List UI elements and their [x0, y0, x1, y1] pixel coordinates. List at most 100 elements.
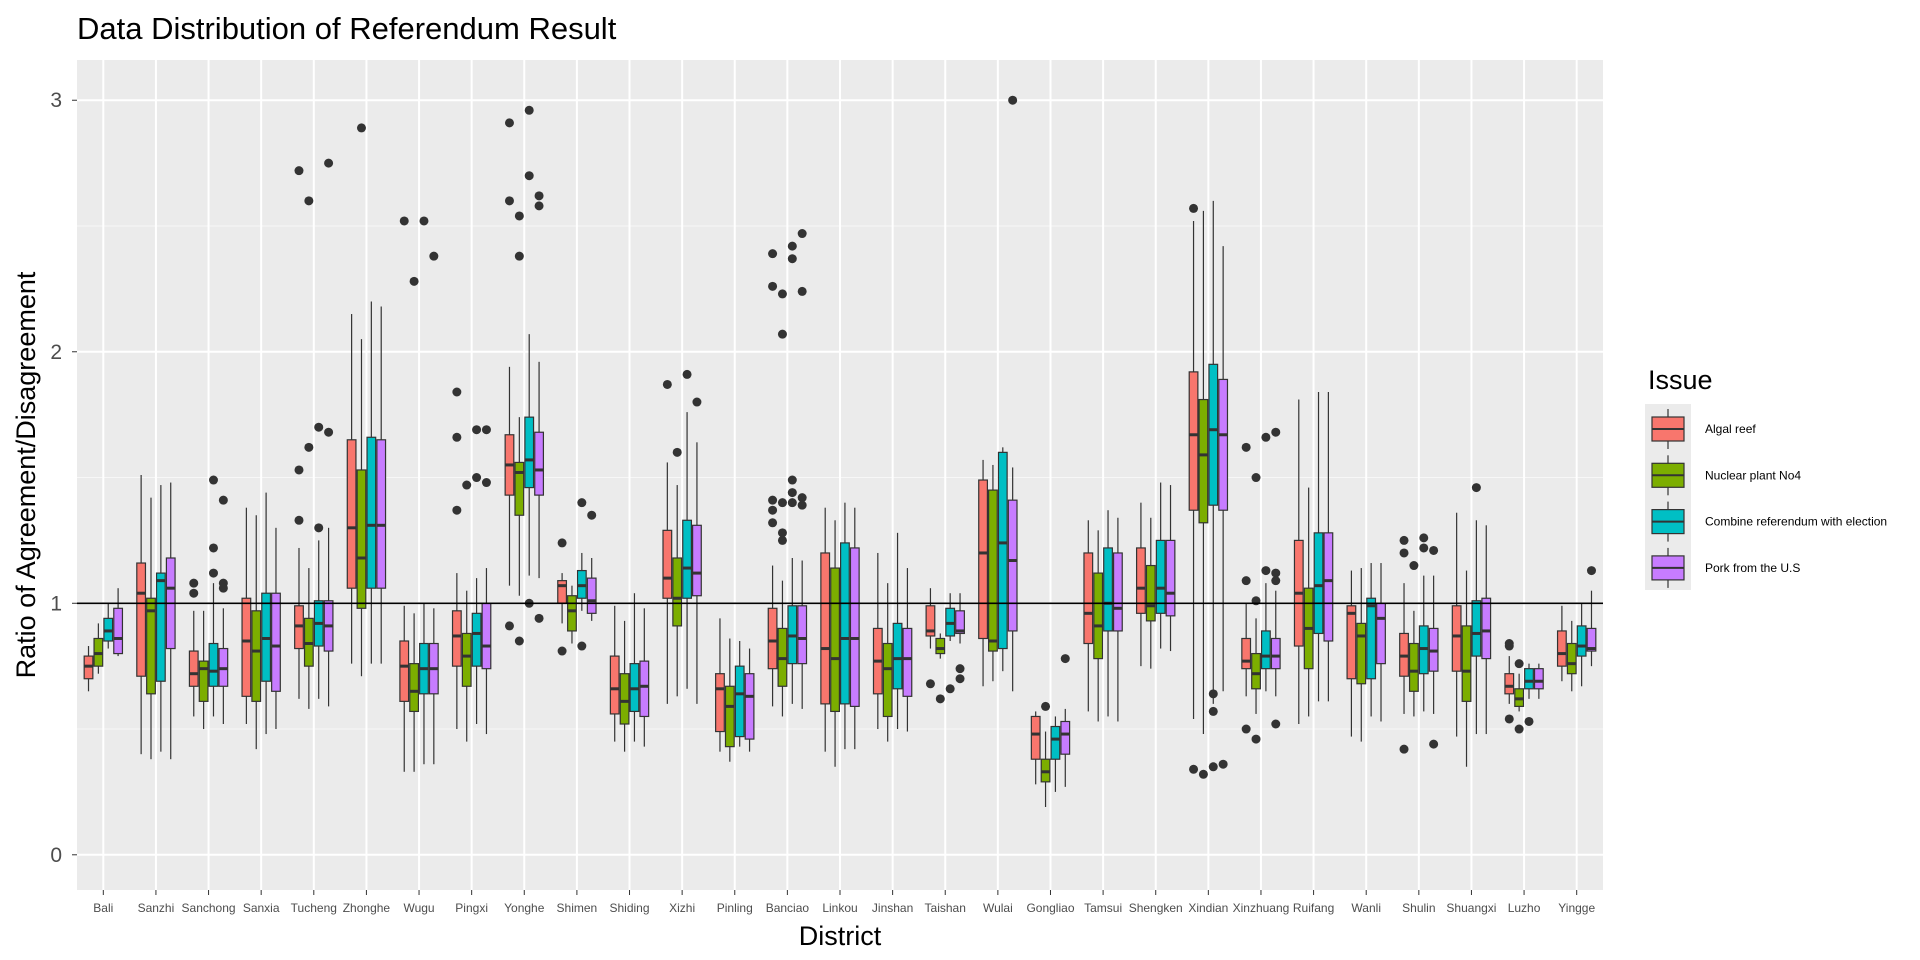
box-iqr — [461, 632, 472, 687]
box-iqr — [376, 439, 387, 589]
outlier-point — [682, 369, 692, 379]
box-iqr — [1050, 725, 1061, 760]
y-axis-title: Ratio of Agreement/Disagreement — [11, 271, 41, 678]
outlier-point — [1419, 543, 1429, 553]
outlier-point — [1198, 769, 1208, 779]
x-tick-label: Yonghe — [504, 901, 545, 915]
outlier-point — [945, 684, 955, 694]
box-iqr — [820, 552, 831, 705]
x-tick-label: Shiding — [610, 901, 650, 915]
outlier-point — [481, 425, 491, 435]
outlier-point — [1429, 739, 1439, 749]
box-iqr — [136, 562, 147, 677]
outlier-point — [1271, 576, 1281, 586]
box-iqr — [1524, 668, 1534, 690]
outlier-point — [208, 543, 218, 553]
outlier-point — [777, 289, 787, 299]
box-iqr — [672, 557, 683, 627]
outlier-point — [1586, 566, 1596, 576]
box-iqr — [1083, 552, 1094, 645]
box-iqr — [514, 461, 525, 516]
box-iqr — [1155, 539, 1166, 614]
district-group-pingxi — [451, 387, 492, 742]
outlier-point — [534, 201, 544, 211]
box-iqr — [978, 479, 988, 640]
outlier-point — [557, 538, 567, 548]
outlier-point — [777, 498, 787, 508]
box-iqr — [1356, 622, 1367, 685]
box-iqr — [1260, 630, 1271, 670]
box-iqr — [662, 529, 673, 599]
x-tick-label: Linkou — [822, 901, 857, 915]
box-iqr — [1030, 715, 1041, 760]
box-iqr — [1346, 605, 1357, 680]
outlier-point — [504, 621, 514, 631]
box-iqr — [241, 597, 252, 697]
outlier-point — [208, 568, 218, 578]
outlier-point — [399, 216, 409, 226]
outlier-point — [472, 425, 482, 435]
box-iqr — [797, 605, 808, 665]
box-iqr — [1145, 564, 1156, 622]
outlier-point — [787, 254, 797, 264]
outlier-point — [1271, 427, 1281, 437]
district-group-sanxia — [241, 492, 281, 750]
x-tick-label: Xinzhuang — [1233, 901, 1290, 915]
box-iqr — [682, 519, 693, 599]
x-tick-label: Zhonghe — [343, 901, 391, 915]
outlier-point — [1208, 762, 1218, 772]
box-iqr — [1376, 602, 1386, 665]
box-iqr — [534, 431, 545, 496]
outlier-point — [1241, 576, 1251, 586]
x-tick-label: Wulai — [983, 901, 1013, 915]
outlier-point — [1514, 724, 1524, 734]
outlier-point — [777, 329, 787, 339]
outlier-point — [577, 641, 587, 651]
x-tick-label: Taishan — [925, 901, 966, 915]
gridlines — [77, 60, 1603, 890]
outlier-point — [1504, 714, 1514, 724]
box-iqr — [198, 660, 209, 702]
outlier-point — [1409, 561, 1419, 571]
box-iqr — [1313, 532, 1324, 635]
outlier-point — [587, 510, 597, 520]
outlier-point — [524, 105, 534, 115]
district-group-gongliao — [1030, 654, 1071, 807]
box-iqr — [1165, 539, 1176, 617]
x-axis-ticks: Bali Sanzhi Sanchong Sanxia Tucheng Zhonghe Wu… — [93, 890, 1595, 915]
outlier-point — [462, 480, 472, 490]
outlier-point — [514, 636, 524, 646]
outlier-point — [294, 465, 304, 475]
box-iqr — [1135, 547, 1146, 614]
outlier-point — [1514, 659, 1524, 669]
x-tick-label: Banciao — [766, 901, 810, 915]
box-iqr — [356, 469, 367, 609]
box-iqr — [1060, 720, 1071, 755]
outlier-point — [452, 387, 462, 397]
box-iqr — [1112, 552, 1123, 632]
box-iqr — [744, 673, 755, 740]
outlier-point — [481, 478, 491, 488]
outlier-point — [1189, 203, 1199, 213]
box-iqr — [586, 577, 597, 614]
x-tick-label: Shimen — [557, 901, 598, 915]
x-axis-title: District — [799, 921, 882, 951]
box-iqr — [271, 592, 281, 692]
legend-label: Nuclear plant No4 — [1705, 468, 1801, 482]
box-iqr — [692, 524, 702, 597]
district-group-shulin — [1399, 533, 1439, 754]
x-tick-label: Shulin — [1402, 901, 1435, 915]
district-group-taishan — [925, 588, 965, 704]
box-iqr — [1366, 597, 1377, 680]
x-tick-label: Shuangxi — [1446, 901, 1496, 915]
district-group-yonghe — [504, 105, 545, 646]
district-group-xinzhuang — [1241, 427, 1281, 744]
outlier-point — [324, 158, 334, 168]
outlier-point — [768, 505, 778, 515]
legend: Issue Algal reef Nuclear plant No4 Combine… — [1645, 365, 1887, 590]
outlier-point — [692, 397, 702, 407]
box-iqr — [1576, 625, 1587, 657]
district-group-zhonghe — [346, 123, 387, 677]
box-iqr — [1586, 627, 1597, 652]
box-iqr — [1251, 652, 1261, 690]
